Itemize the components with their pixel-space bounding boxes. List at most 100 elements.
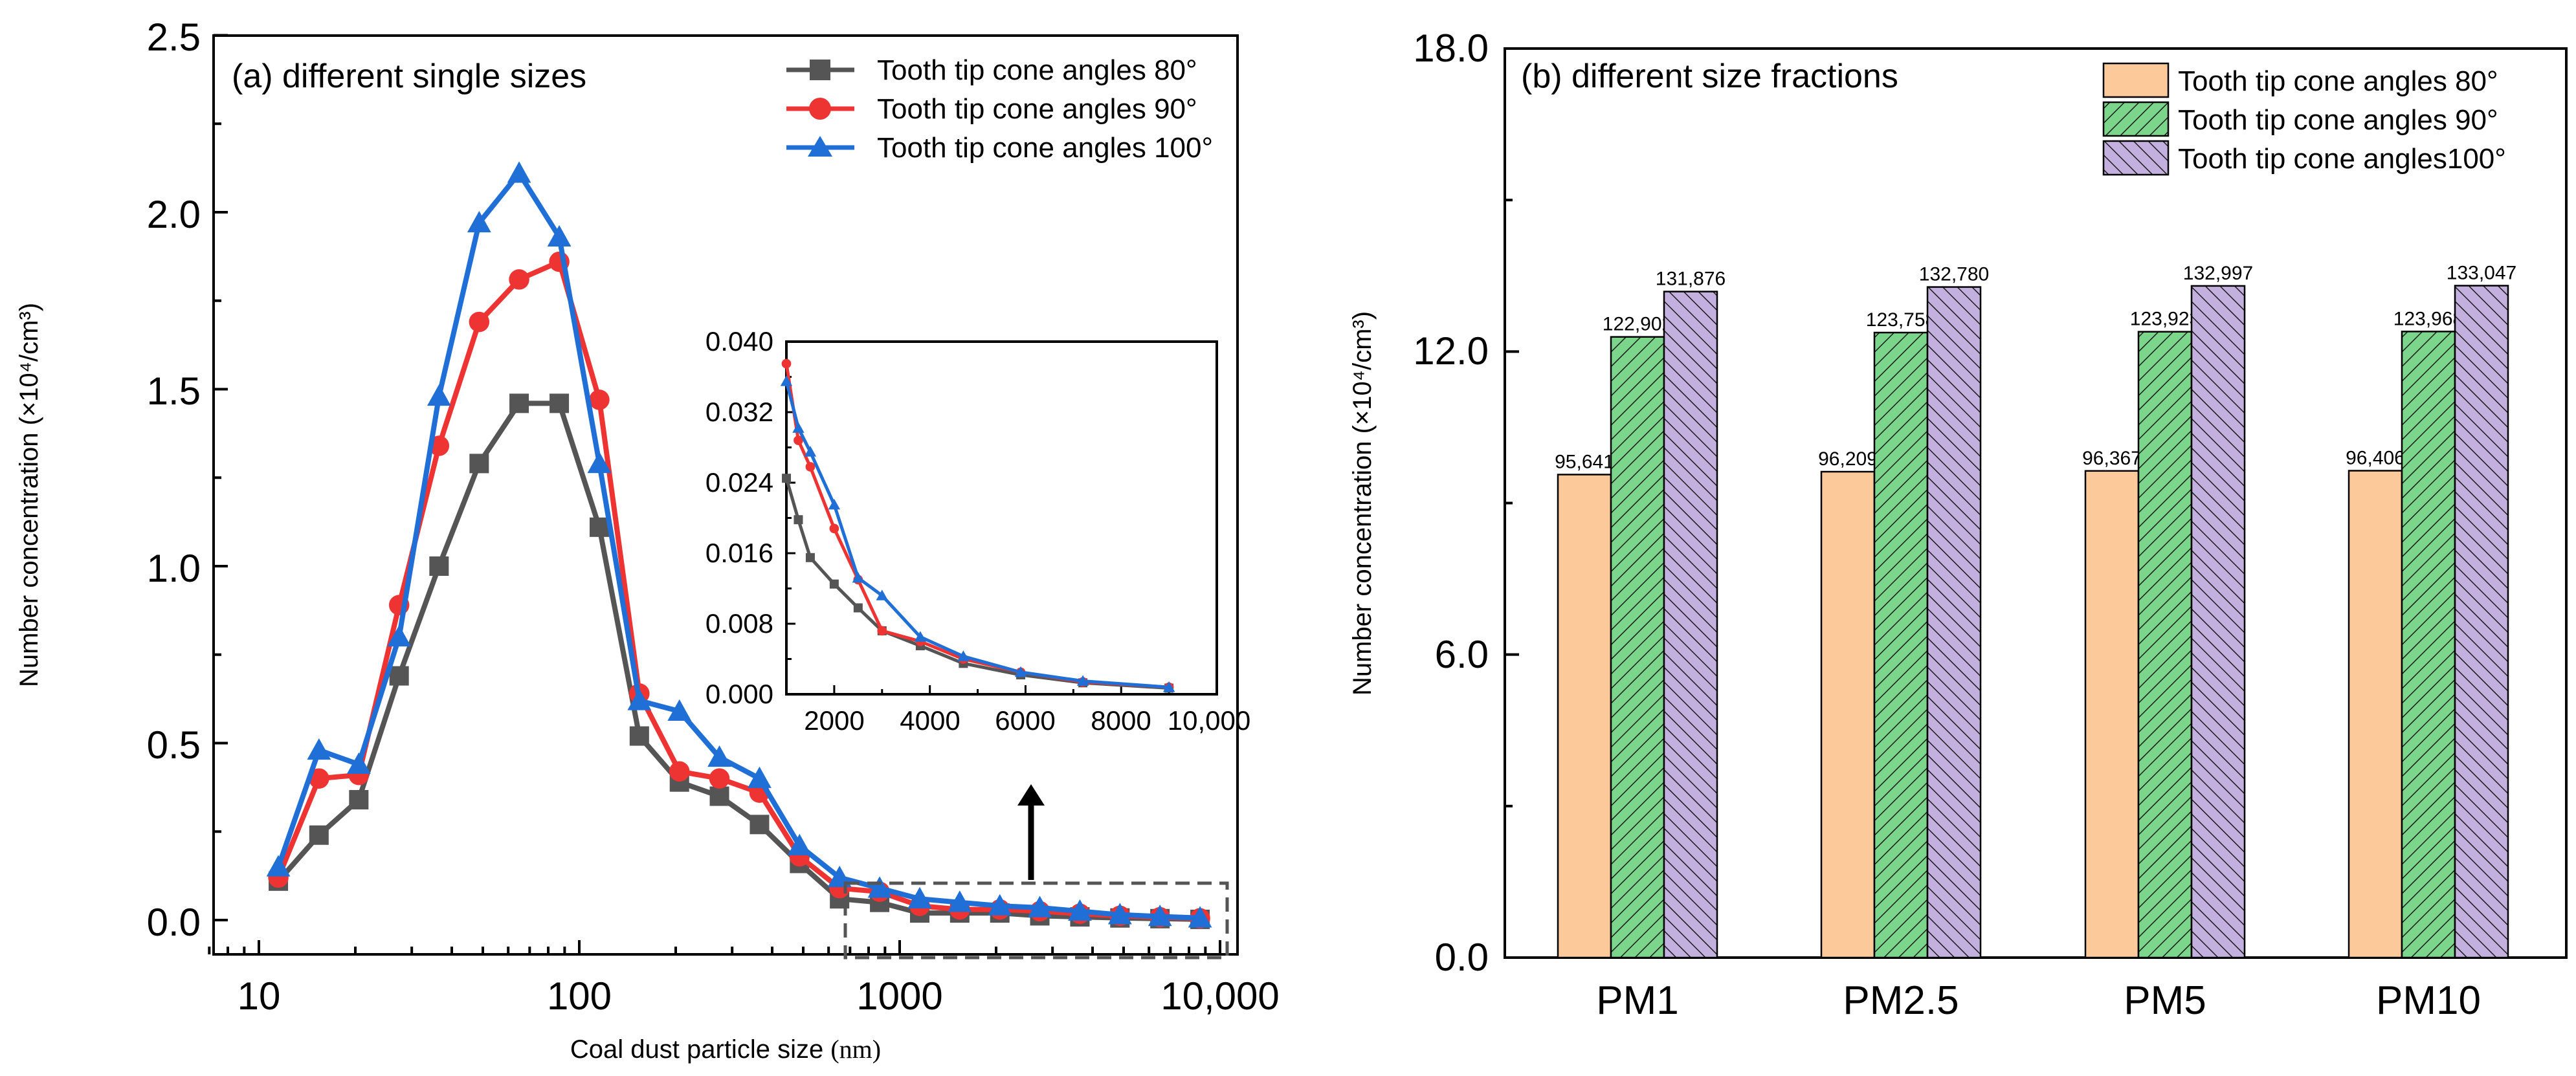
panel-b-x-tick-label: PM10 (2376, 978, 2481, 1023)
data-point (907, 886, 932, 908)
data-point (387, 625, 412, 647)
inset-x-tick-label: 4000 (900, 705, 960, 736)
inset-y-tick-label: 0.016 (705, 538, 773, 568)
data-point (509, 393, 529, 413)
inset-data-point (957, 650, 970, 661)
panel-a-x-tick-label: 1000 (856, 974, 942, 1018)
series-line-100 (266, 161, 1212, 928)
data-point (948, 890, 972, 912)
bar-value-label: 95,641 (1555, 451, 1614, 472)
panel-a-series-group (266, 161, 1212, 929)
panel-a-y-tick-label: 0.5 (147, 723, 201, 767)
data-point (467, 211, 491, 233)
legend-b-label-90: Tooth tip cone angles 90° (2178, 104, 2498, 136)
inset-data-point (876, 589, 888, 600)
data-point (469, 454, 489, 474)
inset-data-point (1076, 675, 1089, 686)
data-point (709, 768, 730, 789)
data-point (1068, 899, 1092, 921)
legend-label-100: Tooth tip cone angles 100° (877, 132, 1213, 164)
data-point (667, 699, 692, 721)
bar-pm5-s0 (2084, 470, 2140, 959)
legend-b-entry-80: Tooth tip cone angles 80° (2102, 62, 2498, 98)
bar-pm10-s0 (2348, 470, 2403, 959)
bar-pm10-s2 (2454, 285, 2509, 959)
data-point (1028, 895, 1052, 917)
panel-a-line-chart: 0.0 0.5 1.0 1.5 2.0 2.5 10 100 1000 10,0… (15, 16, 1280, 1064)
data-point (709, 786, 729, 806)
bar-value-label: 123,923 (2130, 309, 2200, 330)
data-point (587, 451, 612, 474)
bar-value-label: 132,997 (2183, 263, 2253, 284)
inset-y-tick-label: 0.032 (705, 397, 773, 427)
inset-data-point (780, 375, 793, 386)
data-point (1188, 906, 1212, 928)
legend-entry-90: Tooth tip cone angles 90° (786, 93, 1197, 125)
panel-a-plot-frame (212, 34, 1239, 956)
legend-b-swatch-90 (2102, 101, 2170, 137)
data-point (1107, 903, 1132, 925)
inset-x-tick-label: 6000 (995, 705, 1055, 736)
inset-frame (785, 340, 1218, 696)
panel-a-y-axis-title: Number concentration (×10⁴/cm³) (15, 303, 43, 687)
inset-series-group (780, 358, 1175, 693)
data-point (309, 825, 329, 845)
panel-b-bars-group: 95,641 122,902 131,876 96,209 123,758 132,780… (1555, 262, 2516, 959)
legend-b-swatch-80 (2102, 62, 2170, 98)
data-point (589, 390, 610, 410)
inset-x-tick-label: 2000 (804, 705, 864, 736)
panel-b-y-tick-label: 18.0 (1413, 27, 1489, 70)
inset-x-tick-label: 10,000 (1168, 705, 1250, 736)
panel-a-y-tick-labels: 0.0 0.5 1.0 1.5 2.0 2.5 (147, 16, 201, 944)
legend-b-label-80: Tooth tip cone angles 80° (2178, 65, 2498, 97)
bar-pm5-s2 (2190, 285, 2246, 959)
data-point (1148, 905, 1172, 927)
inset-data-point (1014, 666, 1027, 677)
data-point (429, 556, 449, 576)
panel-a-x-tick-label: 10,000 (1160, 974, 1280, 1018)
inset-data-point (794, 515, 803, 525)
panel-b-x-tick-labels: PM1 PM2.5 PM5 PM10 (1596, 978, 2481, 1023)
zoom-region-box (843, 881, 1229, 960)
panel-b-y-tick-label: 12.0 (1413, 329, 1489, 373)
data-point (748, 766, 772, 788)
data-point (389, 666, 409, 686)
bar-value-label: 96,406 (2346, 447, 2405, 468)
bar-pm25-s0 (1820, 470, 1876, 959)
data-point (509, 269, 529, 290)
panel-a-x-tick-label: 100 (547, 974, 612, 1018)
inset-data-point (829, 523, 839, 534)
data-point (629, 726, 649, 746)
zoom-arrow-head (1017, 784, 1045, 806)
inset-data-point (828, 498, 841, 510)
data-point (627, 688, 652, 710)
panel-b-y-tick-label: 6.0 (1435, 633, 1489, 676)
panel-a-x-axis-title: Coal dust particle size (nm) (570, 1035, 881, 1064)
data-point (589, 517, 609, 537)
inset-data-point (782, 474, 791, 483)
inset-x-tick-labels: 2000 4000 6000 8000 10,000 (804, 705, 1250, 736)
legend-b-label-100: Tooth tip cone angles100° (2178, 143, 2506, 175)
data-point (669, 761, 690, 782)
legend-b-entry-100: Tooth tip cone angles100° (2102, 140, 2506, 176)
legend-b-entry-90: Tooth tip cone angles 90° (2102, 101, 2498, 137)
bar-pm1-s1 (1610, 336, 1665, 959)
panel-a-x-tick-labels: 10 100 1000 10,000 (238, 974, 1280, 1018)
panel-a-x-tick-label: 10 (238, 974, 281, 1018)
bar-pm1-s0 (1557, 474, 1612, 959)
inset-y-tick-label: 0.040 (705, 326, 773, 357)
panel-a-axis-ticks (208, 34, 1221, 954)
panel-b-bar-chart: 0.0 6.0 12.0 18.0 PM1 PM2.5 PM5 PM10 Num… (1348, 27, 2568, 1023)
inset-y-tick-label: 0.000 (705, 679, 773, 709)
bar-value-label: 96,209 (1818, 448, 1878, 470)
panel-b-x-tick-label: PM2.5 (1843, 978, 1959, 1023)
inset-data-point (829, 579, 839, 589)
inset-data-point (805, 462, 816, 472)
data-point (349, 790, 369, 810)
inset-y-tick-label: 0.024 (705, 467, 773, 498)
bar-pm25-s2 (1926, 286, 1982, 959)
legend-label-90: Tooth tip cone angles 90° (877, 93, 1197, 125)
panel-a-inset-chart: 0.000 0.008 0.016 0.024 0.032 0.040 2000… (705, 326, 1250, 736)
panel-b-legend: Tooth tip cone angles 80° Tooth tip cone… (2102, 62, 2506, 176)
